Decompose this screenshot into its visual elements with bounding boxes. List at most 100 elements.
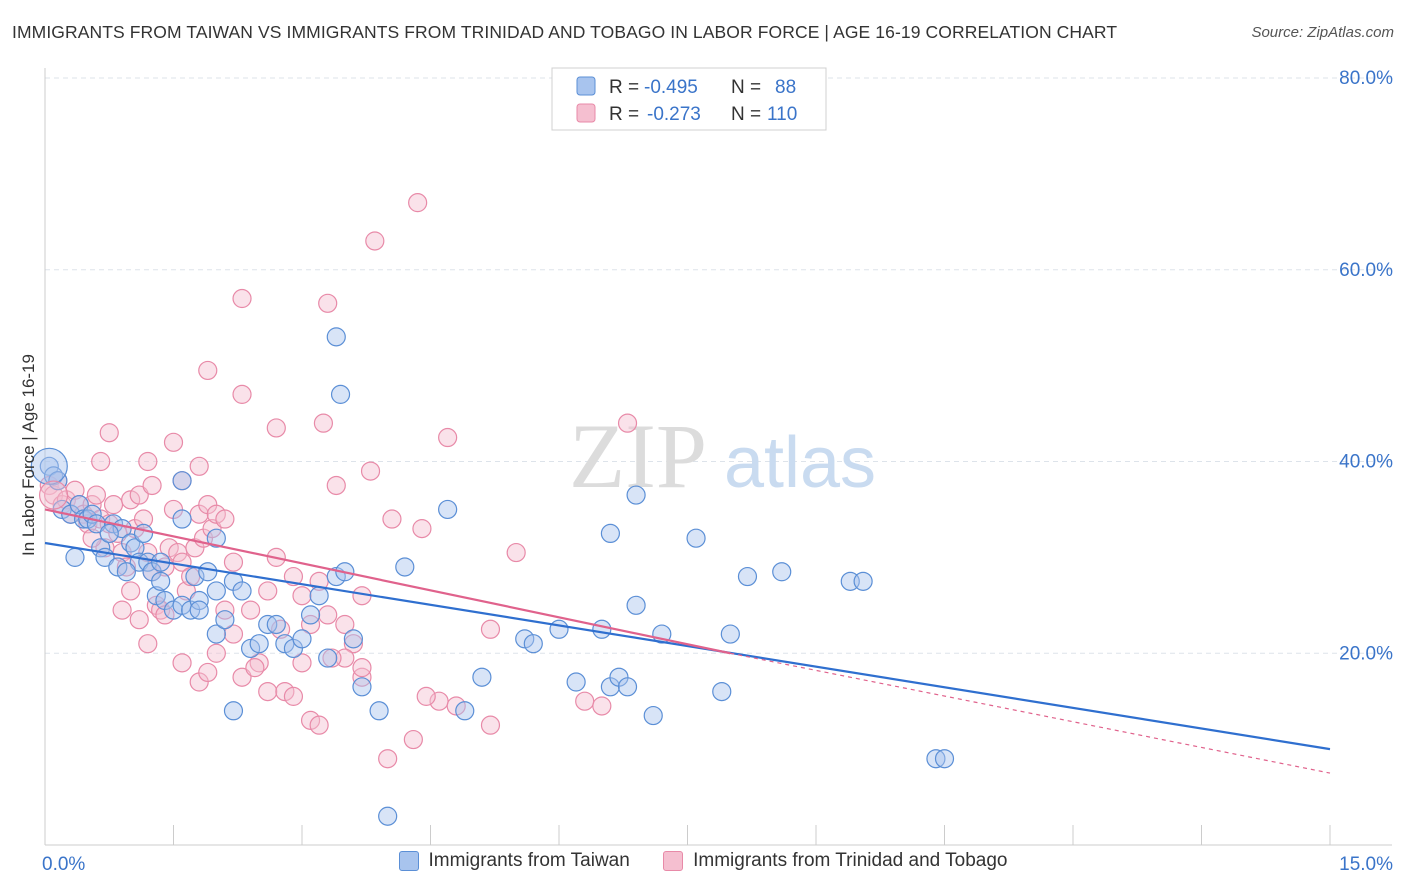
watermark: ZIP atlas <box>569 405 876 507</box>
point-trinidad <box>163 432 184 452</box>
point-trinidad <box>292 586 312 606</box>
point-trinidad <box>309 715 329 735</box>
point-taiwan <box>549 619 569 639</box>
point-taiwan <box>48 471 68 491</box>
point-trinidad <box>266 418 286 438</box>
point-trinidad <box>365 231 385 251</box>
point-trinidad <box>360 461 381 481</box>
point-taiwan <box>39 456 59 476</box>
legend-swatch-trinidad-bottom <box>663 851 684 871</box>
point-taiwan <box>592 619 612 639</box>
point-taiwan <box>395 557 415 577</box>
point-taiwan <box>566 672 586 692</box>
legend-r-label-1: R = <box>609 77 639 98</box>
source-label: Source: ZipAtlas.com <box>1251 24 1394 41</box>
trend-line-trinidad <box>44 508 731 655</box>
legend-r-value-1: -0.495 <box>644 77 698 98</box>
point-trinidad <box>575 691 595 711</box>
point-taiwan <box>318 648 338 668</box>
point-trinidad <box>232 384 252 404</box>
legend-top: R = -0.495 N = 88 R = -0.273 N = 110 <box>551 67 827 131</box>
legend-item-taiwan: Immigrants from Taiwan <box>398 850 630 872</box>
point-trinidad <box>223 624 244 644</box>
point-taiwan <box>369 701 389 721</box>
point-trinidad <box>172 653 192 673</box>
point-taiwan <box>438 499 458 520</box>
point-trinidad <box>403 729 423 750</box>
point-taiwan <box>215 610 235 630</box>
trend-line-trinidad-extrapolated <box>730 652 1331 774</box>
chart-title: IMMIGRANTS FROM TAIWAN VS IMMIGRANTS FRO… <box>12 22 1118 42</box>
y-tick-label: 20.0% <box>1339 643 1393 664</box>
point-taiwan <box>626 595 646 615</box>
x-tick-label-max: 15.0% <box>1339 854 1393 875</box>
data-points <box>30 193 955 826</box>
point-taiwan <box>934 749 955 769</box>
point-taiwan <box>643 705 663 726</box>
point-taiwan <box>65 547 85 567</box>
point-taiwan <box>99 523 119 544</box>
legend-label-trinidad: Immigrants from Trinidad and Tobago <box>693 850 1008 871</box>
point-taiwan <box>853 571 873 591</box>
point-taiwan <box>343 629 363 649</box>
point-trinidad <box>335 614 355 635</box>
point-trinidad <box>91 451 111 472</box>
watermark-atlas: atlas <box>724 423 876 503</box>
point-taiwan <box>206 581 226 601</box>
y-tick-label: 60.0% <box>1339 260 1393 281</box>
point-taiwan <box>266 614 286 635</box>
point-trinidad <box>617 413 638 433</box>
point-trinidad <box>592 696 612 716</box>
point-taiwan <box>617 677 638 697</box>
point-trinidad <box>86 485 107 505</box>
point-trinidad <box>129 610 149 630</box>
point-taiwan <box>172 471 192 491</box>
point-trinidad <box>318 293 338 313</box>
point-trinidad <box>412 519 432 539</box>
x-tick-label-min: 0.0% <box>42 854 85 875</box>
point-trinidad <box>103 495 124 515</box>
legend-label-taiwan: Immigrants from Taiwan <box>428 850 630 871</box>
point-trinidad <box>223 552 244 572</box>
point-trinidad <box>438 427 458 448</box>
point-taiwan <box>189 600 209 620</box>
point-taiwan <box>223 701 244 721</box>
trend-lines <box>44 508 1331 774</box>
point-taiwan <box>151 571 171 591</box>
watermark-zip: ZIP <box>569 405 707 507</box>
point-taiwan-large <box>30 447 68 485</box>
point-taiwan <box>206 528 226 548</box>
point-trinidad <box>198 662 218 683</box>
point-taiwan <box>686 528 706 548</box>
point-taiwan <box>712 681 732 702</box>
y-tick-label: 80.0% <box>1339 68 1393 89</box>
point-taiwan <box>69 495 89 515</box>
point-trinidad <box>408 193 428 213</box>
point-trinidad <box>292 653 312 673</box>
point-taiwan <box>600 523 621 544</box>
point-trinidad <box>352 658 372 678</box>
point-taiwan <box>133 523 154 544</box>
point-trinidad <box>232 288 252 309</box>
point-trinidad <box>480 715 501 735</box>
point-taiwan <box>172 509 192 529</box>
point-trinidad <box>112 600 132 620</box>
point-trinidad <box>258 681 278 702</box>
point-taiwan <box>249 634 269 654</box>
y-tick-labels: 20.0% 40.0% 60.0% 80.0% <box>1339 68 1393 664</box>
point-trinidad <box>138 451 158 472</box>
point-trinidad <box>121 581 141 601</box>
point-taiwan <box>720 624 740 644</box>
point-trinidad <box>378 749 398 769</box>
point-taiwan <box>772 562 792 582</box>
point-trinidad <box>343 634 363 654</box>
gridlines <box>45 77 1392 654</box>
y-axis-label: In Labor Force | Age 16-19 <box>19 354 38 556</box>
point-trinidad <box>176 581 196 601</box>
point-taiwan <box>626 485 646 505</box>
point-trinidad <box>215 509 235 529</box>
legend-n-label-1: N = <box>731 77 761 98</box>
legend-n-label-2: N = <box>731 104 761 125</box>
axes <box>44 68 1392 846</box>
